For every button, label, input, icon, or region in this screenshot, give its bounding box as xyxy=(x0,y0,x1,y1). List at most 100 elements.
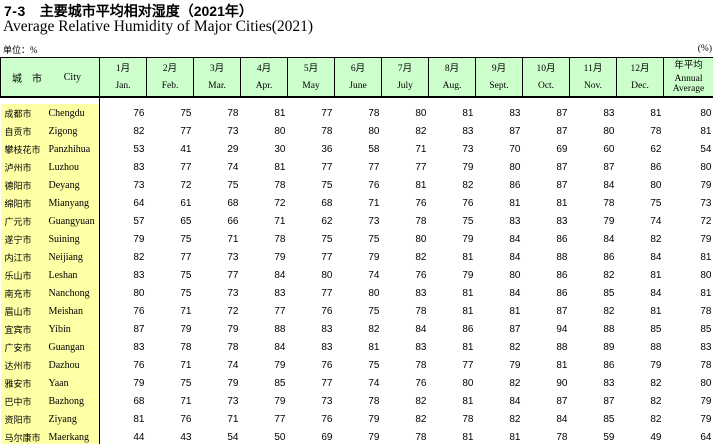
humidity-value: 43 xyxy=(180,431,192,443)
humidity-value: 75 xyxy=(321,233,333,245)
humidity-value: 50 xyxy=(274,431,286,443)
table-row: 达州市 Dazhou 76 71 74 79 76 75 78 77 79 81 86 79 78 xyxy=(0,356,713,374)
humidity-value: 83 xyxy=(509,107,521,119)
humidity-value: 65 xyxy=(180,215,192,227)
humidity-value: 79 xyxy=(227,323,239,335)
humidity-value: 79 xyxy=(368,251,380,263)
humidity-value: 82 xyxy=(603,305,615,317)
humidity-value: 80 xyxy=(274,125,286,137)
city-name-en: Yibin xyxy=(48,323,71,335)
humidity-value: 86 xyxy=(462,323,474,335)
humidity-value: 84 xyxy=(509,395,521,407)
column-header-zh: 7月 xyxy=(397,64,413,75)
column-header-month-12: 12月 Dec. xyxy=(616,57,664,98)
table-row: 遂宁市 Suining 79 75 71 78 75 75 80 79 84 86 84 82 79 xyxy=(0,230,713,248)
humidity-value: 83 xyxy=(462,125,474,137)
humidity-value: 77 xyxy=(321,377,333,389)
humidity-value: 78 xyxy=(274,179,286,191)
humidity-value: 81 xyxy=(462,431,474,443)
humidity-value: 80 xyxy=(368,287,380,299)
column-header-en: June xyxy=(349,80,367,91)
humidity-value: 80 xyxy=(603,125,615,137)
humidity-value: 73 xyxy=(462,143,474,155)
humidity-value: 41 xyxy=(180,143,192,155)
humidity-value: 79 xyxy=(227,377,239,389)
humidity-value: 64 xyxy=(133,197,145,209)
city-cell: 广安市 Guangan xyxy=(0,338,100,356)
humidity-value: 76 xyxy=(133,107,145,119)
humidity-value: 81 xyxy=(650,107,662,119)
column-header-month-9: 9月 Sept. xyxy=(475,57,523,98)
humidity-value: 73 xyxy=(133,179,145,191)
city-name-zh: 资阳市 xyxy=(4,414,32,425)
humidity-value: 75 xyxy=(368,233,380,245)
city-cell: 成都市 Chengdu xyxy=(0,104,100,122)
city-cell: 德阳市 Deyang xyxy=(0,176,100,194)
humidity-value: 80 xyxy=(133,287,145,299)
humidity-value: 54 xyxy=(227,431,239,443)
humidity-value: 86 xyxy=(650,161,662,173)
humidity-value: 59 xyxy=(603,431,615,443)
city-name-en: Mianyang xyxy=(48,197,90,209)
humidity-value: 71 xyxy=(227,413,239,425)
humidity-value: 73 xyxy=(227,287,239,299)
humidity-value: 79 xyxy=(133,233,145,245)
humidity-value: 75 xyxy=(321,179,333,191)
city-name-en: Ziyang xyxy=(48,413,77,425)
city-cell: 绵阳市 Mianyang xyxy=(0,194,100,212)
table-row: 绵阳市 Mianyang 64 61 68 72 68 71 76 76 81 81 78 75 73 xyxy=(0,194,713,212)
column-header-month-5: 5月 May xyxy=(287,57,335,98)
column-header-en: Feb. xyxy=(161,80,179,91)
humidity-value: 82 xyxy=(415,251,427,263)
city-header-zh: 城 市 xyxy=(12,73,42,85)
column-header-en: Aug. xyxy=(442,80,462,91)
header-body-gap xyxy=(0,97,713,104)
city-cell: 内江市 Neijiang xyxy=(0,248,100,266)
humidity-value: 82 xyxy=(462,179,474,191)
humidity-value: 77 xyxy=(462,359,474,371)
humidity-value: 78 xyxy=(321,125,333,137)
column-header-month-8: 8月 Aug. xyxy=(428,57,476,98)
city-name-zh: 自贡市 xyxy=(4,126,32,137)
humidity-value: 84 xyxy=(509,233,521,245)
city-name-en: Nanchong xyxy=(48,287,90,299)
column-header-zh: 12月 xyxy=(630,64,650,75)
city-name-en: Bazhong xyxy=(48,395,85,407)
table-body: 成都市 Chengdu 76 75 78 81 77 78 80 81 83 87 83 81 80 自贡市 Z… xyxy=(0,97,713,444)
percent-note: (%) xyxy=(697,44,712,54)
humidity-value: 81 xyxy=(509,305,521,317)
city-name-en: Deyang xyxy=(48,179,80,191)
city-name-zh: 德阳市 xyxy=(4,180,32,191)
humidity-value: 83 xyxy=(133,161,145,173)
city-name-en: Guangyuan xyxy=(48,215,95,227)
humidity-value: 85 xyxy=(274,377,286,389)
humidity-value: 79 xyxy=(133,377,145,389)
gap-cell xyxy=(0,97,100,104)
city-name-en: Maerkang xyxy=(48,431,90,443)
humidity-value: 80 xyxy=(368,125,380,137)
humidity-value: 78 xyxy=(274,233,286,245)
humidity-value: 79 xyxy=(603,215,615,227)
humidity-value: 81 xyxy=(415,179,427,191)
humidity-value: 68 xyxy=(133,395,145,407)
column-header-month-4: 4月 Apr. xyxy=(240,57,288,98)
column-header-zh: 4月 xyxy=(256,64,272,75)
humidity-value: 75 xyxy=(180,107,192,119)
humidity-value: 74 xyxy=(227,161,239,173)
humidity-value: 36 xyxy=(321,143,333,155)
humidity-value: 80 xyxy=(700,107,712,119)
city-cell: 达州市 Dazhou xyxy=(0,356,100,374)
city-cell: 攀枝花市 Panzhihua xyxy=(0,140,100,158)
humidity-value: 83 xyxy=(700,341,712,353)
humidity-value: 69 xyxy=(556,143,568,155)
column-header-annual: 年平均 Annual Average xyxy=(663,57,713,98)
humidity-value: 75 xyxy=(180,233,192,245)
humidity-value: 78 xyxy=(415,305,427,317)
humidity-value: 75 xyxy=(368,305,380,317)
humidity-value: 83 xyxy=(133,269,145,281)
city-name-zh: 内江市 xyxy=(4,252,32,263)
humidity-value: 80 xyxy=(700,161,712,173)
humidity-value: 76 xyxy=(415,197,427,209)
humidity-value: 77 xyxy=(180,125,192,137)
column-header-zh: 9月 xyxy=(491,64,507,75)
